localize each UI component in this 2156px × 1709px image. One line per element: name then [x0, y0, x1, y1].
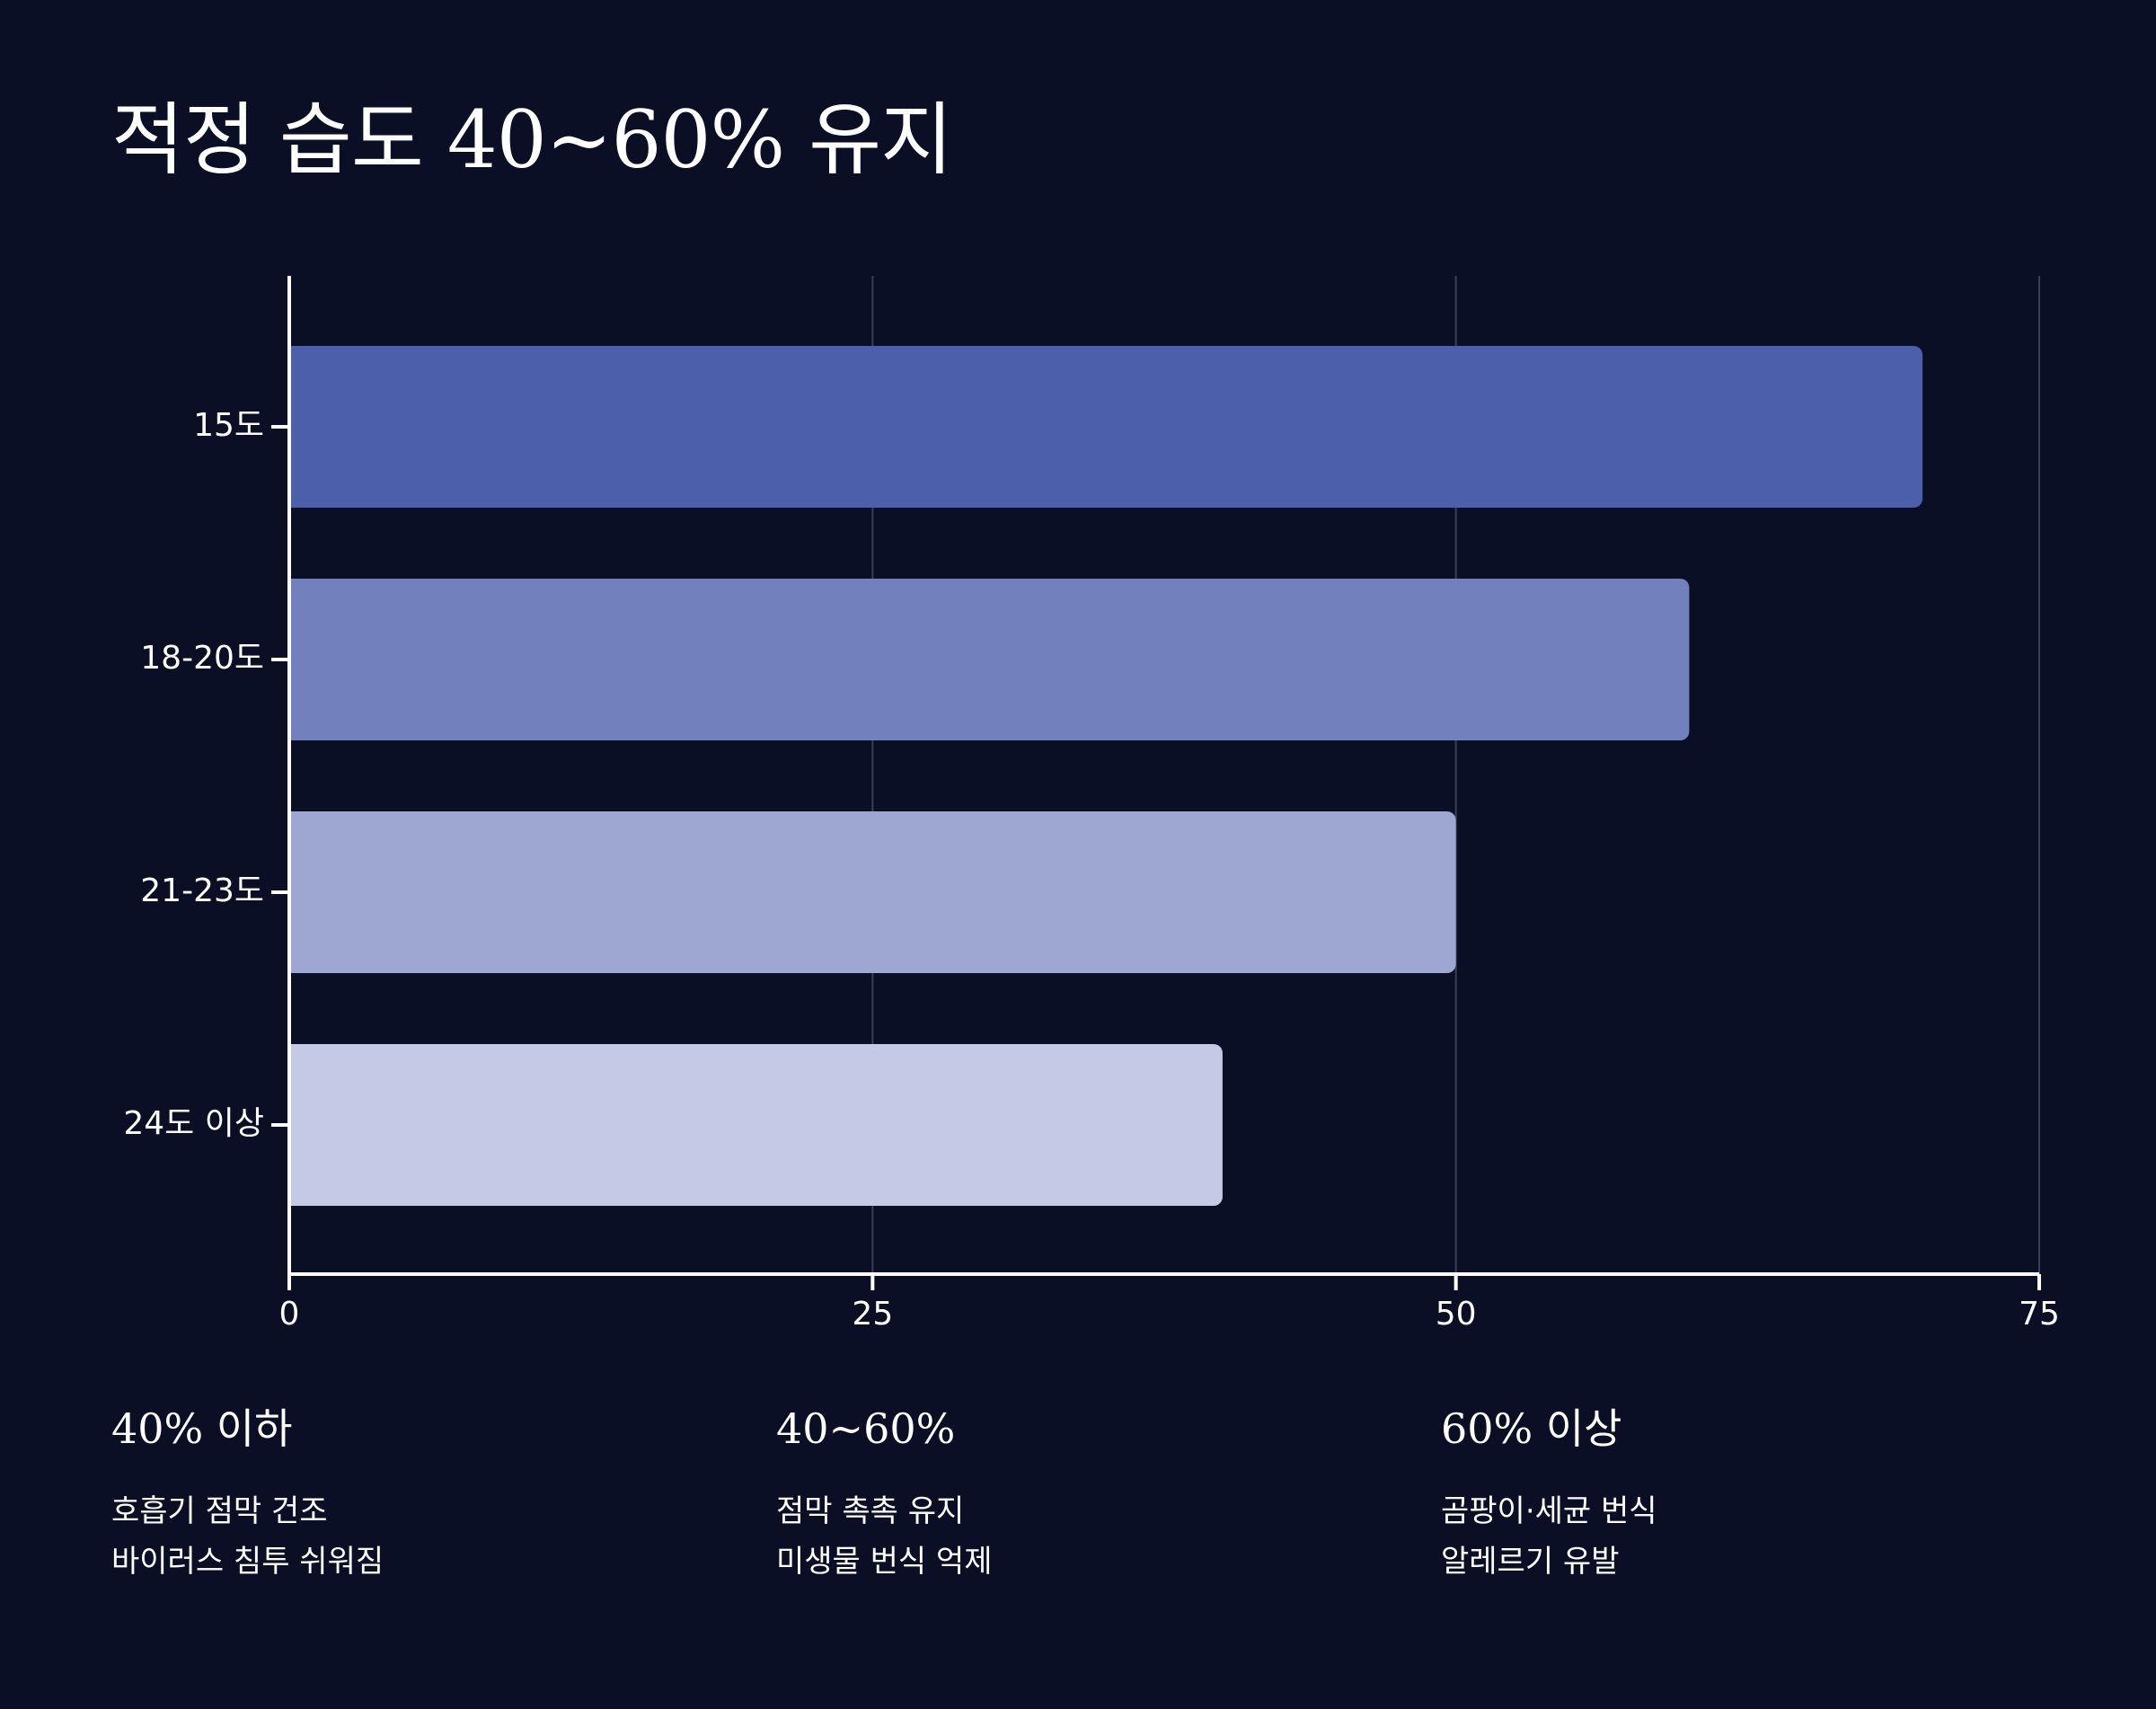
x-tick-label-25: 25	[852, 1296, 893, 1333]
info-line-optimal-2: 미생물 번식 억제	[776, 1544, 993, 1580]
info-line-low-2: 바이러스 침투 쉬워짐	[111, 1544, 384, 1580]
info-column-low: 40% 이하 호흡기 점막 건조 바이러스 침투 쉬워짐	[111, 1402, 740, 1587]
info-heading-low: 40% 이하	[111, 1404, 293, 1453]
x-tick-label-50: 50	[1436, 1296, 1477, 1333]
bar-3-base	[289, 811, 307, 973]
bar-1-base	[289, 346, 307, 508]
bar-3	[289, 811, 1456, 973]
axes: 15도 18-20도 21-23도 24도 이상 0 25 50 75	[123, 276, 2060, 1333]
bars	[289, 346, 1923, 1206]
y-tick-label-3: 21-23도	[140, 872, 264, 909]
info-column-optimal: 40~60% 점막 촉촉 유지 미생물 번식 억제	[776, 1402, 1405, 1587]
page-title: 적정 습도 40~60% 유지	[111, 93, 953, 186]
info-line-high-1: 곰팡이·세균 번식	[1441, 1493, 1657, 1529]
bar-2-base	[289, 579, 307, 740]
y-tick-label-2: 18-20도	[140, 640, 264, 677]
info-heading-optimal: 40~60%	[776, 1404, 956, 1453]
info-line-optimal-1: 점막 촉촉 유지	[776, 1493, 965, 1529]
y-tick-label-4: 24도 이상	[123, 1105, 264, 1142]
info-heading-high: 60% 이상	[1441, 1404, 1622, 1453]
y-tick-label-1: 15도	[193, 407, 264, 444]
bar-4-base	[289, 1044, 307, 1206]
info-line-high-2: 알레르기 유발	[1441, 1544, 1620, 1580]
bar-chart: 15도 18-20도 21-23도 24도 이상 0 25 50 75	[123, 276, 2060, 1333]
info-line-low-1: 호흡기 점막 건조	[111, 1493, 328, 1529]
bar-2	[289, 579, 1690, 740]
x-tick-label-75: 75	[2019, 1296, 2060, 1333]
info-column-high: 60% 이상 곰팡이·세균 번식 알레르기 유발	[1441, 1402, 2070, 1587]
bar-1	[289, 346, 1923, 508]
x-tick-label-0: 0	[279, 1296, 300, 1333]
bar-4	[289, 1044, 1223, 1206]
